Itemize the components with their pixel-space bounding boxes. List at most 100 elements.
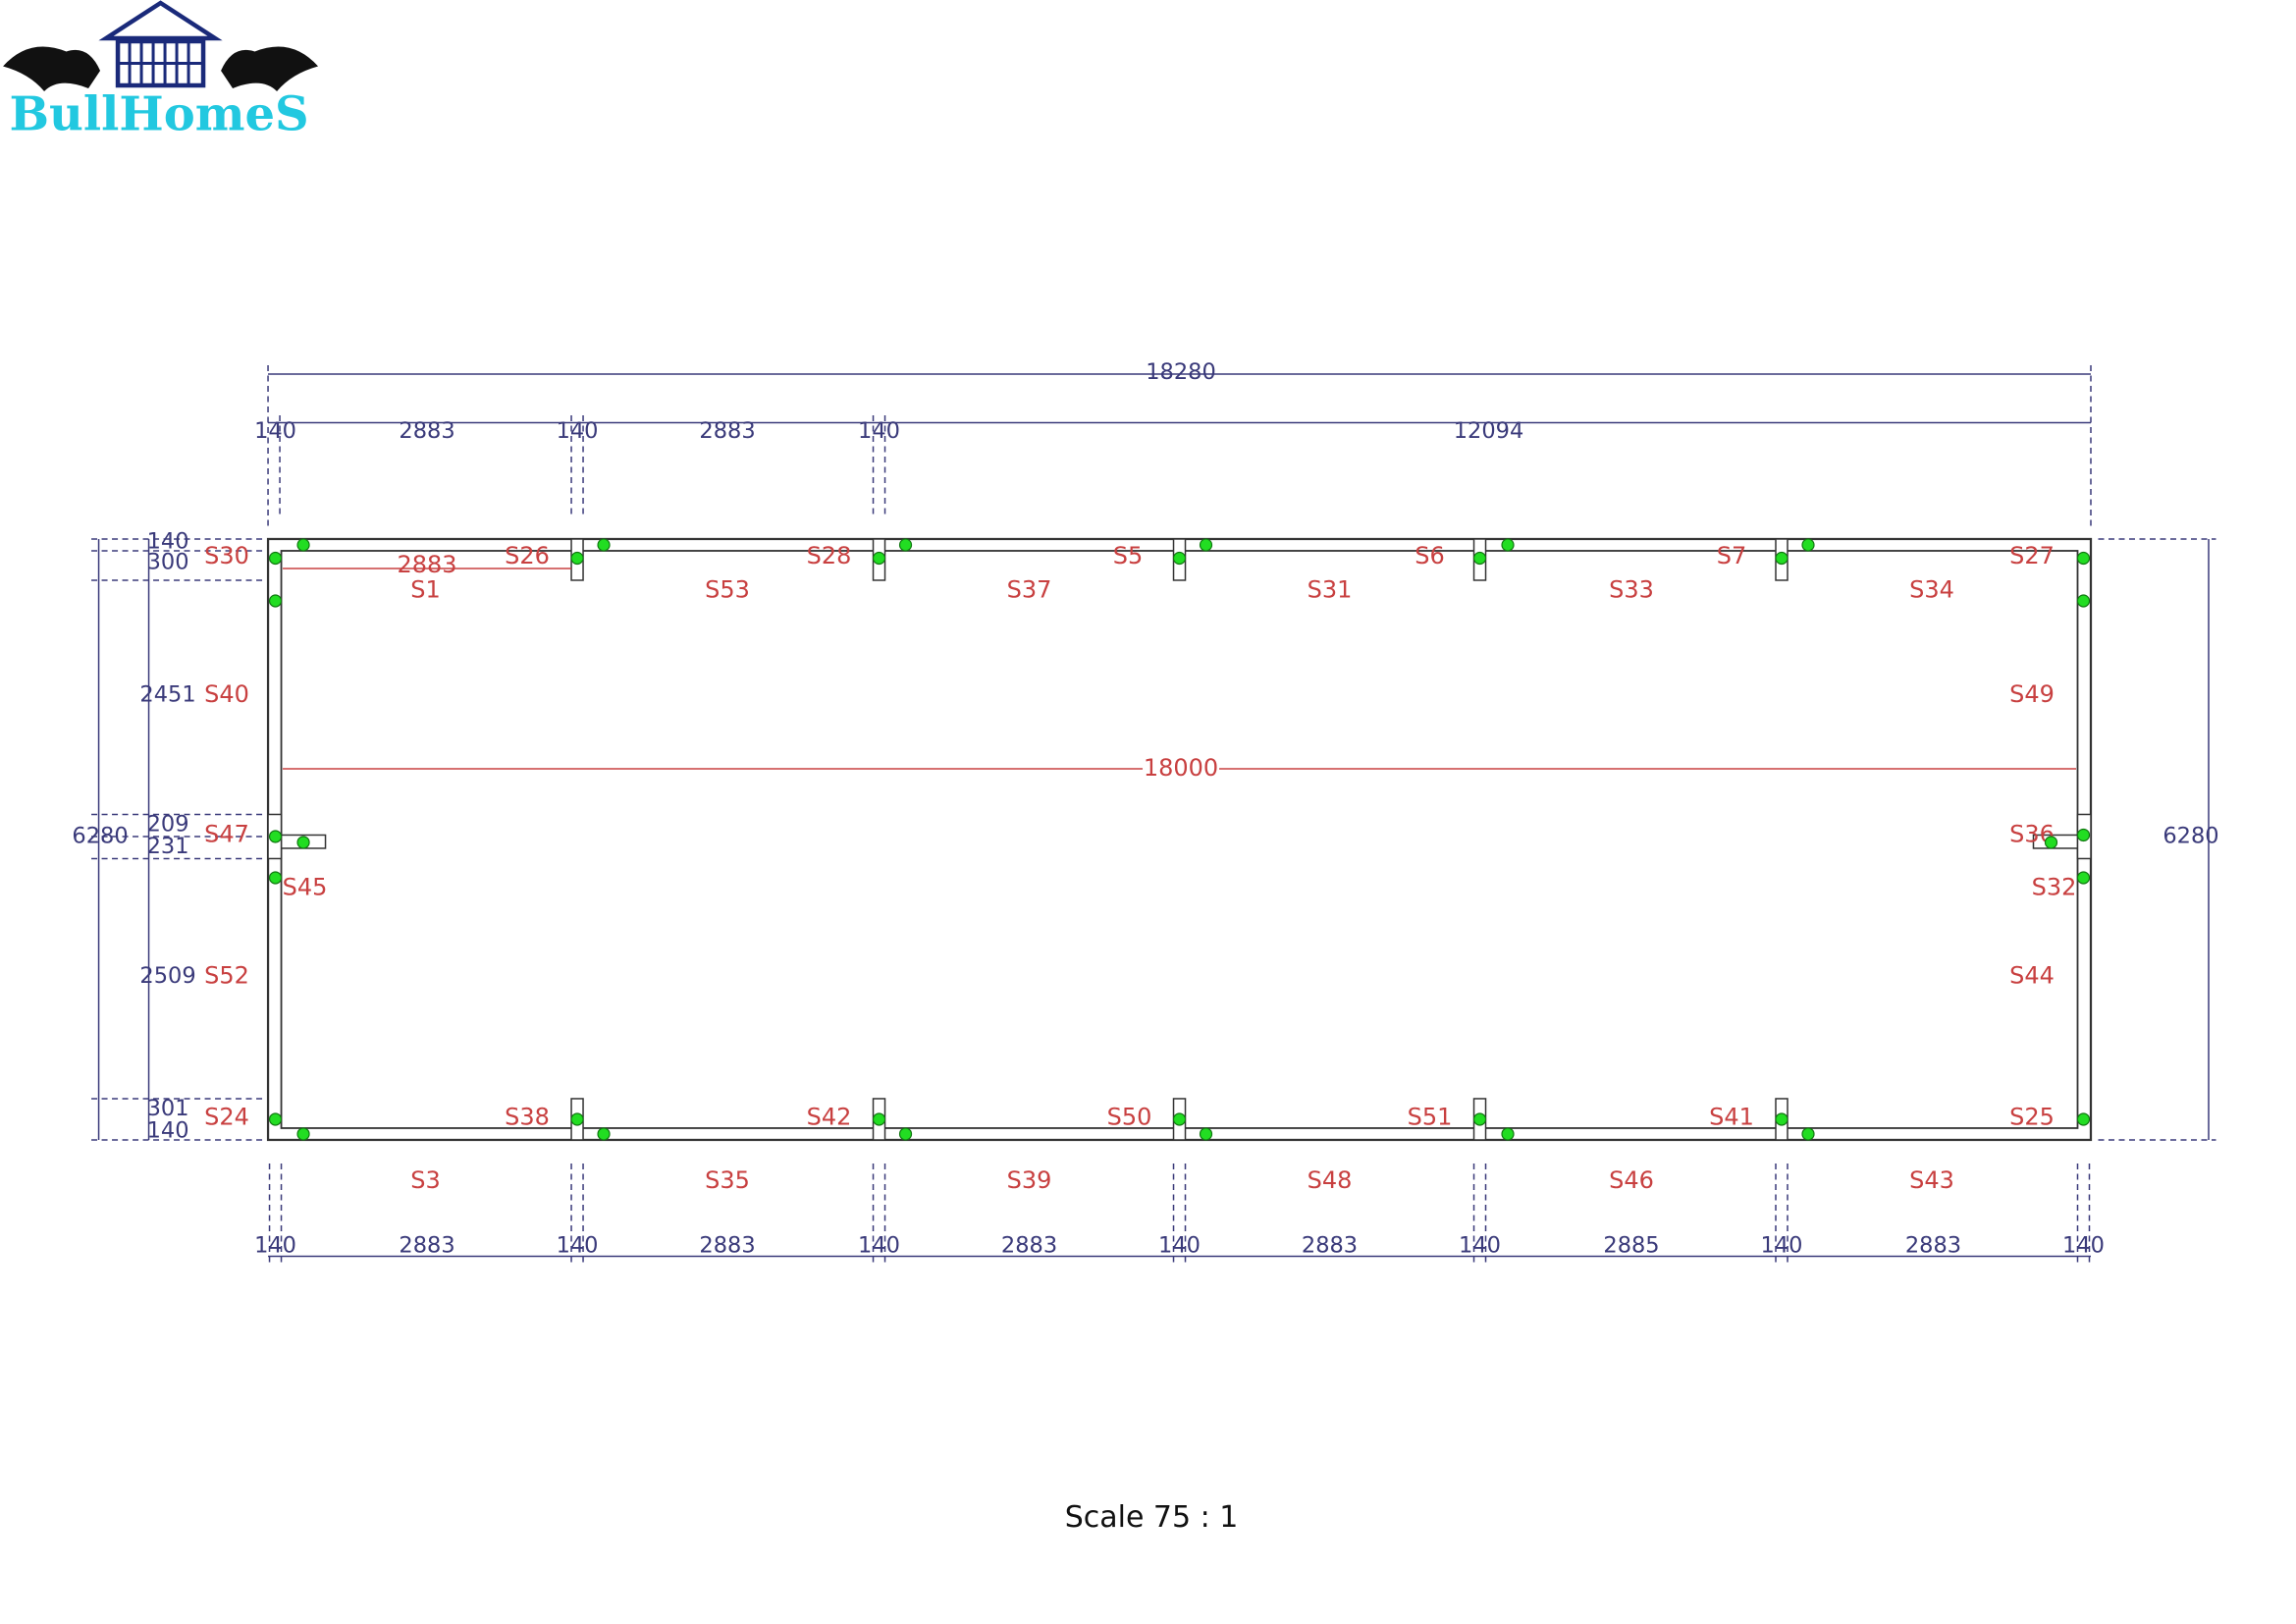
connector bbox=[570, 1112, 584, 1126]
section-label: S3 bbox=[410, 1166, 440, 1194]
section-label: S51 bbox=[1408, 1103, 1453, 1130]
connector bbox=[1199, 1127, 1213, 1141]
connector bbox=[1172, 1112, 1187, 1126]
dimension-label: 140 bbox=[147, 528, 189, 554]
section-label: S52 bbox=[204, 961, 249, 989]
connector bbox=[1801, 1127, 1815, 1141]
connector bbox=[872, 551, 886, 566]
connector bbox=[2076, 551, 2091, 566]
section-label: S35 bbox=[705, 1166, 750, 1194]
connector bbox=[268, 830, 283, 843]
section-label: S37 bbox=[1007, 575, 1052, 603]
dimension-label: 140 bbox=[1459, 1232, 1501, 1258]
section-label: S41 bbox=[1709, 1103, 1754, 1130]
logo-roof bbox=[98, 0, 223, 41]
dimension-label: 2885 bbox=[1603, 1232, 1659, 1258]
dimension-label: 18000 bbox=[1144, 754, 1218, 782]
dimension-label: 2883 bbox=[399, 1232, 454, 1258]
section-label: S31 bbox=[1308, 575, 1353, 603]
connector bbox=[898, 538, 913, 552]
connector bbox=[1172, 551, 1187, 566]
dimension-label: 301 bbox=[147, 1096, 189, 1121]
section-label: S6 bbox=[1415, 542, 1444, 569]
dimension-label: 140 bbox=[2062, 1232, 2105, 1258]
connector bbox=[268, 594, 283, 608]
connector bbox=[268, 1112, 283, 1126]
dimension-label: 140 bbox=[1158, 1232, 1201, 1258]
dimension-label: 2883 bbox=[398, 551, 457, 578]
connector bbox=[296, 1127, 310, 1141]
outer-wall bbox=[266, 537, 2093, 1142]
dimension-label: 18280 bbox=[1146, 359, 1216, 385]
dimension-label: 140 bbox=[557, 1232, 599, 1258]
connector bbox=[2076, 594, 2091, 608]
connector bbox=[268, 551, 283, 566]
dimension-label: 2883 bbox=[1302, 1232, 1358, 1258]
dimension-label: 2883 bbox=[699, 1232, 755, 1258]
connector bbox=[1199, 538, 1213, 552]
section-label: S38 bbox=[505, 1103, 550, 1130]
connector bbox=[2076, 1112, 2091, 1126]
section-label: S43 bbox=[1909, 1166, 1954, 1194]
dimension-label: 231 bbox=[147, 834, 189, 859]
dimension-label: 140 bbox=[858, 1232, 900, 1258]
dimension-label: 140 bbox=[557, 418, 599, 444]
connector bbox=[570, 551, 584, 566]
connector bbox=[268, 871, 283, 885]
dimension-label: 12094 bbox=[1454, 418, 1524, 444]
connector bbox=[1775, 1112, 1789, 1126]
section-label: S46 bbox=[1609, 1166, 1654, 1194]
section-label: S40 bbox=[204, 680, 249, 708]
connector bbox=[1775, 551, 1789, 566]
connector bbox=[898, 1127, 913, 1141]
dimension-label: 300 bbox=[147, 549, 189, 574]
section-label: S34 bbox=[1909, 575, 1954, 603]
section-label: S30 bbox=[204, 542, 249, 569]
connector bbox=[296, 836, 310, 849]
dimension-label: 6280 bbox=[2163, 823, 2218, 848]
connector bbox=[1472, 1112, 1487, 1126]
connector bbox=[872, 1112, 886, 1126]
connector bbox=[597, 1127, 611, 1141]
dimension-label: 2883 bbox=[699, 418, 755, 444]
connector bbox=[1472, 551, 1487, 566]
logo-text: BullHomeS bbox=[9, 86, 308, 141]
logo-bull-left bbox=[3, 46, 101, 91]
connector bbox=[2076, 828, 2091, 842]
section-label: S53 bbox=[705, 575, 750, 603]
dimension-label: 140 bbox=[858, 418, 900, 444]
section-label: S48 bbox=[1308, 1166, 1353, 1194]
dimension-label: 140 bbox=[147, 1117, 189, 1143]
scale-label: Scale 75 : 1 bbox=[1065, 1500, 1239, 1535]
dimension-label: 2883 bbox=[399, 418, 454, 444]
connector bbox=[597, 538, 611, 552]
dimension-label: 209 bbox=[147, 811, 189, 837]
connector bbox=[1801, 538, 1815, 552]
dimension-label: 2451 bbox=[139, 681, 195, 707]
logo-windows bbox=[118, 40, 204, 85]
dimension-label: 6280 bbox=[72, 823, 128, 848]
section-label: S49 bbox=[2009, 680, 2055, 708]
logo: BullHomeS bbox=[3, 0, 319, 141]
section-label: S28 bbox=[807, 542, 852, 569]
section-label: S25 bbox=[2009, 1103, 2055, 1130]
section-label: S39 bbox=[1007, 1166, 1052, 1194]
section-label: S50 bbox=[1107, 1103, 1152, 1130]
section-label: S33 bbox=[1609, 575, 1654, 603]
dimension-label: 2883 bbox=[1905, 1232, 1961, 1258]
connector bbox=[1501, 538, 1515, 552]
section-label: S1 bbox=[410, 575, 440, 603]
logo-bull-right bbox=[221, 46, 319, 91]
dimension-label: 2509 bbox=[139, 963, 195, 989]
section-label: S24 bbox=[204, 1103, 249, 1130]
dimension-label: 140 bbox=[254, 418, 296, 444]
connector bbox=[1501, 1127, 1515, 1141]
label-bg bbox=[1143, 755, 1220, 783]
dimension-label: 140 bbox=[1761, 1232, 1803, 1258]
connector bbox=[2076, 871, 2091, 885]
section-label: S47 bbox=[204, 820, 249, 847]
section-label: S42 bbox=[807, 1103, 852, 1130]
section-label: S32 bbox=[2032, 873, 2077, 900]
